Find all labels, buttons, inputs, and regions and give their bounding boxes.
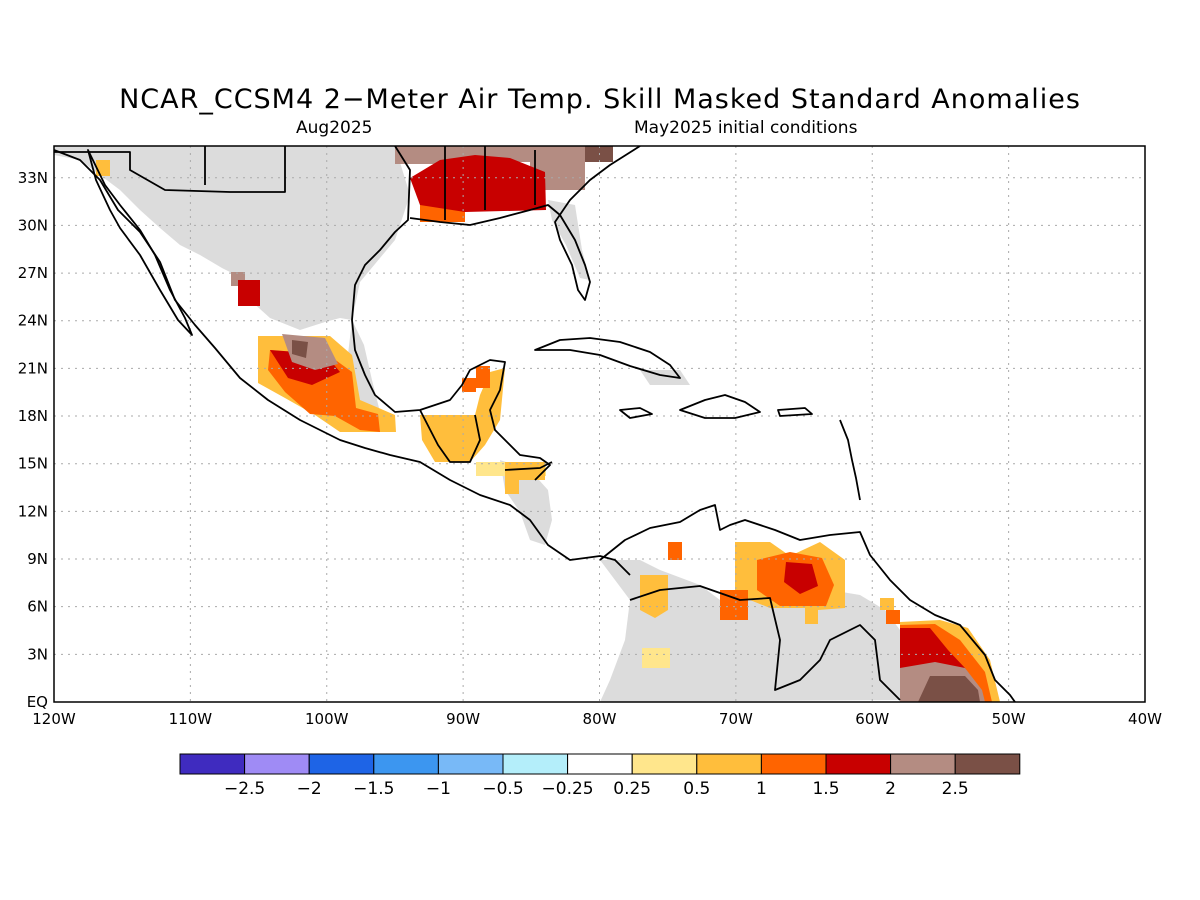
colorbar-tick-label: −2 (297, 779, 322, 799)
colorbar (179, 753, 1021, 775)
longitude-tick-label: 110W (169, 710, 213, 728)
masked-land-sierra-patch (214, 150, 252, 188)
border-central-america (419, 409, 553, 471)
latitude-tick-label: 30N (18, 216, 48, 234)
colorbar-swatch (760, 753, 827, 775)
latitude-tick-label: 6N (27, 598, 48, 616)
anomaly-cell (505, 480, 519, 494)
longitude-labels: 120W 110W 100W 90W 80W 70W 60W 50W 40W (32, 710, 1162, 728)
coastline-layer (54, 146, 1016, 702)
map-title: NCAR_CCSM4 2−Meter Air Temp. Skill Maske… (119, 84, 1081, 115)
longitude-tick-label: 100W (305, 710, 349, 728)
colorbar-swatch (890, 753, 956, 775)
colorbar-tick-label: 2.5 (942, 779, 969, 799)
colorbar-swatch (244, 753, 310, 775)
anomaly-cell (238, 280, 260, 306)
anomaly-cell (886, 610, 900, 624)
anomaly-cell (880, 598, 894, 610)
anomaly-cell (476, 366, 490, 388)
latitude-tick-label: 3N (27, 645, 48, 663)
masked-land-florida (548, 200, 590, 280)
colorbar-swatch (179, 753, 246, 775)
map-frame (53, 145, 1146, 703)
latitude-tick-label: 33N (18, 169, 48, 187)
valid-month-label: Aug2025 (296, 118, 373, 138)
coastline-lesser-antilles (839, 419, 861, 501)
colorbar-tick-label: 2 (885, 779, 896, 799)
anomaly-patch-mexico-dark-brown (292, 340, 308, 358)
masked-land-cuba-patch (640, 370, 690, 385)
colorbar-swatch (437, 753, 504, 775)
longitude-tick-label: 60W (855, 710, 889, 728)
coastline-south-america (599, 504, 1016, 702)
latitude-tick-label: 15N (18, 455, 48, 473)
colorbar-labels: −2.5 −2 −1.5 −1 −0.5 −0.25 0.25 0.5 1 1.5 2 2.5 (224, 779, 969, 799)
anomaly-patch-yucatan (420, 368, 505, 462)
latitude-tick-label: EQ (27, 693, 48, 711)
border-south-america-interior (629, 585, 901, 701)
longitude-tick-label: 120W (32, 710, 76, 728)
colorbar-tick-label: −2.5 (224, 779, 265, 799)
longitude-tick-label: 70W (719, 710, 753, 728)
anomaly-cell (395, 146, 455, 164)
colorbar-swatch (502, 753, 569, 775)
coastline-hispaniola (679, 394, 761, 419)
latitude-tick-label: 18N (18, 407, 48, 425)
coastline-jamaica (619, 407, 653, 419)
colorbar-tick-label: 0.25 (613, 779, 651, 799)
colorbar-swatch (308, 753, 375, 775)
initial-conditions-label: May2025 initial conditions (634, 118, 858, 138)
anomaly-cell (668, 542, 682, 560)
colorbar-tick-label: 1 (756, 779, 767, 799)
coastline-baja (87, 149, 193, 336)
colorbar-swatch (696, 753, 762, 775)
anomaly-patch-colombia (640, 575, 668, 618)
border-us-states (444, 146, 536, 220)
anomaly-patch-guiana-dark-brown (918, 676, 980, 702)
anomaly-shading-layer (96, 146, 1000, 702)
latitude-tick-label: 21N (18, 359, 48, 377)
latitude-tick-label: 24N (18, 312, 48, 330)
longitude-tick-label: 50W (992, 710, 1026, 728)
border-us-mexico (54, 146, 286, 193)
colorbar-tick-label: 1.5 (812, 779, 839, 799)
coastline-cuba (534, 337, 681, 379)
colorbar-swatch (631, 753, 698, 775)
colorbar-swatch (567, 753, 633, 775)
anomaly-patch-southeast-us (410, 155, 546, 212)
longitude-tick-label: 80W (583, 710, 617, 728)
anomaly-patch-venezuela-red (784, 562, 818, 594)
latitude-tick-label: 9N (27, 550, 48, 568)
colorbar-swatch (373, 753, 439, 775)
anomaly-cell (642, 648, 670, 668)
colorbar-tick-label: −0.5 (482, 779, 523, 799)
latitude-tick-label: 12N (18, 502, 48, 520)
anomaly-cell (96, 160, 110, 176)
coastline-us-gulf (409, 146, 641, 301)
anomaly-cell (505, 462, 545, 480)
colorbar-tick-label: −1 (426, 779, 451, 799)
colorbar-swatch (954, 753, 1021, 775)
longitude-tick-label: 40W (1128, 710, 1162, 728)
colorbar-tick-label: −0.25 (542, 779, 594, 799)
longitude-tick-label: 90W (446, 710, 480, 728)
graticule (54, 146, 1145, 702)
latitude-tick-label: 27N (18, 264, 48, 282)
colorbar-tick-label: 0.5 (683, 779, 710, 799)
colorbar-swatch (825, 753, 892, 775)
latitude-labels: EQ 3N 6N 9N 12N 15N 18N 21N 24N 27N 30N 33N (18, 169, 48, 711)
masked-land-north-america (54, 146, 410, 330)
colorbar-tick-label: −1.5 (353, 779, 394, 799)
coastline-puerto-rico (777, 407, 813, 417)
coastline-gulf-of-mexico (54, 149, 631, 576)
anomaly-cell (462, 378, 476, 392)
map-plot-area (54, 146, 1145, 702)
